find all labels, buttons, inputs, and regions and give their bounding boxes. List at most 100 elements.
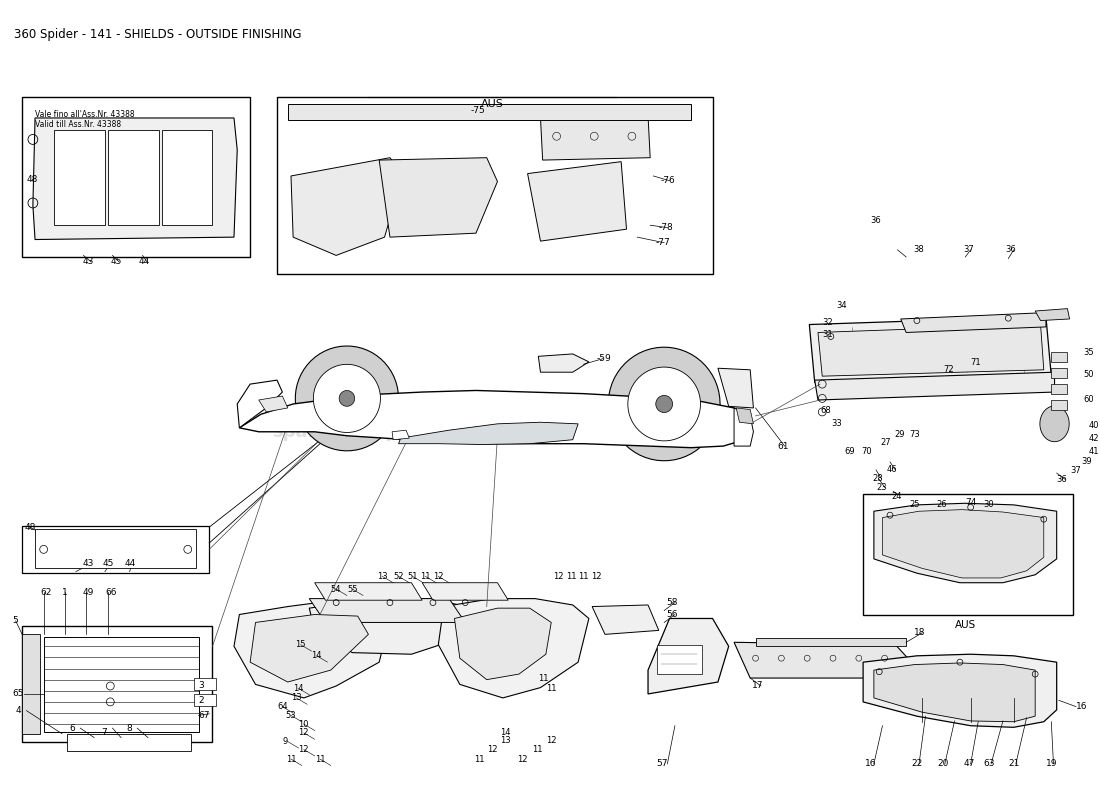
Polygon shape [873, 503, 1057, 582]
Polygon shape [882, 510, 1044, 578]
Text: 17: 17 [752, 682, 763, 690]
Text: 67: 67 [198, 711, 210, 720]
Text: 13: 13 [499, 736, 510, 746]
Polygon shape [648, 618, 728, 694]
Polygon shape [258, 396, 288, 412]
Polygon shape [22, 626, 212, 742]
Polygon shape [454, 608, 551, 680]
Polygon shape [195, 678, 216, 690]
Text: 14: 14 [293, 684, 304, 693]
Text: 12: 12 [298, 728, 309, 738]
Polygon shape [592, 605, 659, 634]
Polygon shape [339, 390, 354, 406]
Text: 57: 57 [657, 759, 668, 768]
Polygon shape [608, 347, 720, 461]
Polygon shape [810, 317, 1052, 382]
Text: 68: 68 [821, 406, 830, 415]
Polygon shape [656, 395, 672, 413]
Polygon shape [234, 600, 389, 698]
Text: 13: 13 [377, 572, 387, 581]
Text: -77: -77 [656, 238, 670, 247]
Polygon shape [22, 634, 41, 734]
Text: -78: -78 [659, 223, 673, 232]
Text: 73: 73 [910, 430, 920, 438]
Text: 37: 37 [1070, 466, 1081, 475]
Text: 4: 4 [15, 706, 21, 715]
Text: 66: 66 [104, 588, 117, 597]
Text: 12: 12 [298, 745, 309, 754]
Polygon shape [657, 645, 702, 674]
Polygon shape [250, 614, 368, 682]
Text: 47: 47 [964, 759, 975, 768]
Text: 36: 36 [1005, 246, 1015, 254]
Text: 64: 64 [277, 702, 287, 711]
Text: 72: 72 [944, 366, 955, 374]
Text: 44: 44 [139, 258, 150, 266]
Text: 16: 16 [866, 759, 877, 768]
Text: 51: 51 [407, 572, 418, 581]
Polygon shape [195, 694, 216, 706]
Text: 22: 22 [912, 759, 923, 768]
Text: 45: 45 [102, 559, 114, 568]
Polygon shape [54, 130, 104, 226]
Text: 3: 3 [198, 682, 205, 690]
Text: 48: 48 [26, 174, 37, 184]
Polygon shape [815, 372, 1055, 400]
Text: 12: 12 [591, 572, 602, 581]
Text: 11: 11 [286, 754, 296, 763]
Text: 45: 45 [110, 258, 122, 266]
Polygon shape [1040, 406, 1069, 442]
Polygon shape [1052, 368, 1067, 378]
Text: 46: 46 [887, 466, 898, 474]
Text: 30: 30 [983, 500, 994, 510]
Text: -59: -59 [596, 354, 612, 363]
Text: 54: 54 [331, 585, 341, 594]
Polygon shape [734, 642, 912, 678]
Text: spareseuropes: spareseuropes [273, 422, 421, 441]
Text: 11: 11 [546, 684, 557, 693]
Polygon shape [864, 654, 1057, 727]
Polygon shape [540, 115, 650, 160]
Text: 18: 18 [914, 628, 925, 638]
Polygon shape [67, 734, 191, 751]
Polygon shape [628, 367, 701, 441]
Polygon shape [438, 598, 588, 698]
Text: 36: 36 [870, 216, 881, 225]
Text: 360 Spider - 141 - SHIELDS - OUTSIDE FINISHING: 360 Spider - 141 - SHIELDS - OUTSIDE FIN… [13, 28, 301, 41]
Text: 11: 11 [579, 572, 588, 581]
Text: 49: 49 [82, 588, 94, 597]
Text: 62: 62 [41, 588, 52, 597]
Text: 32: 32 [822, 318, 833, 327]
Text: 1: 1 [62, 588, 68, 597]
Text: 10: 10 [298, 720, 309, 729]
Text: 16: 16 [1076, 702, 1088, 711]
Polygon shape [1052, 384, 1067, 394]
Text: 36: 36 [1057, 475, 1067, 484]
Polygon shape [734, 408, 754, 446]
Text: 8: 8 [126, 724, 132, 733]
Text: 29: 29 [894, 430, 905, 438]
Text: 28: 28 [872, 474, 883, 483]
Text: 42: 42 [1089, 434, 1100, 443]
Text: 15: 15 [295, 640, 306, 649]
Polygon shape [277, 97, 713, 274]
Text: 11: 11 [315, 754, 326, 763]
Text: 26: 26 [936, 500, 947, 510]
Polygon shape [309, 598, 465, 654]
Text: 2: 2 [198, 696, 205, 705]
Text: 34: 34 [836, 301, 847, 310]
Polygon shape [422, 582, 508, 600]
Polygon shape [22, 97, 250, 257]
Text: 58: 58 [667, 598, 678, 607]
Text: 56: 56 [667, 610, 678, 619]
Polygon shape [162, 130, 212, 226]
Text: 38: 38 [914, 246, 924, 254]
Text: 6: 6 [69, 724, 75, 733]
Text: 11: 11 [538, 674, 549, 683]
Text: 9: 9 [283, 737, 287, 746]
Text: 23: 23 [876, 483, 887, 492]
Polygon shape [392, 430, 409, 440]
Text: 65: 65 [12, 690, 24, 698]
Polygon shape [35, 530, 197, 569]
Text: 37: 37 [964, 246, 974, 254]
